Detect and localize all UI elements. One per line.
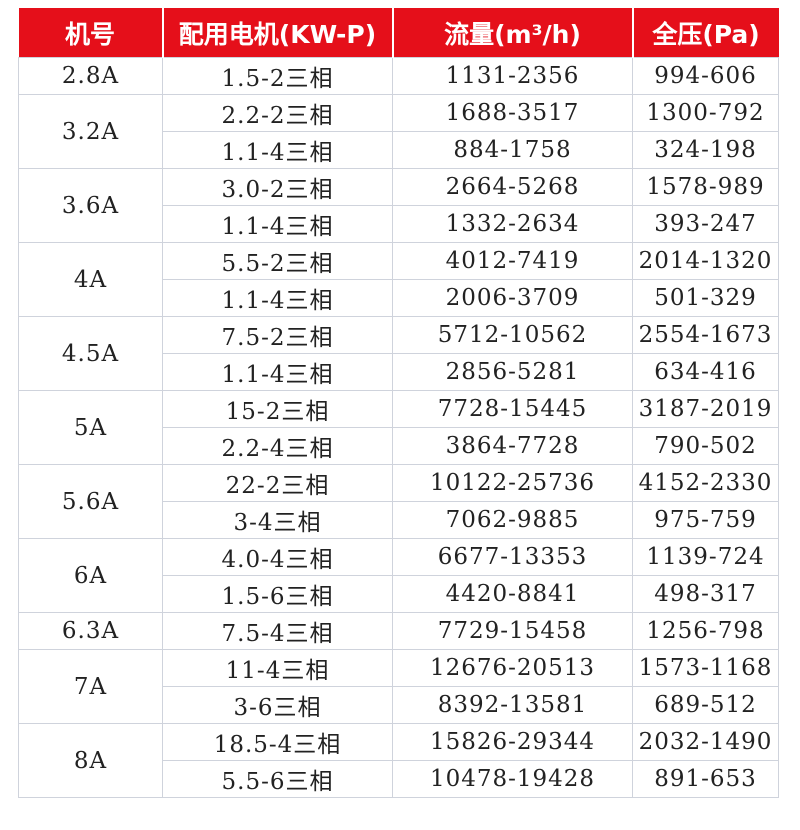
table-row: 2.2-4三相 3864-7728 790-502 bbox=[19, 427, 779, 465]
flow-cell: 7062-9885 bbox=[392, 501, 633, 539]
motor-cell: 5.5-6三相 bbox=[162, 760, 393, 798]
table-body: 2.8A 1.5-2三相 1131-2356 994-606 3.2A 2.2-2三相 16… bbox=[18, 57, 779, 798]
motor-cell: 1.1-4三相 bbox=[162, 279, 393, 317]
model-cell: 2.8A bbox=[18, 57, 163, 95]
header-cell: 机号 bbox=[18, 8, 164, 58]
table-row: 7A 11-4三相 12676-20513 1573-1168 bbox=[18, 649, 779, 724]
table-row: 5.6A 22-2三相 10122-25736 4152-2330 bbox=[18, 464, 779, 539]
flow-cell: 2664-5268 bbox=[392, 168, 633, 206]
table-row: 2.8A 1.5-2三相 1131-2356 994-606 bbox=[18, 57, 779, 95]
model-cell: 3.2A bbox=[18, 94, 163, 169]
pressure-cell: 689-512 bbox=[632, 686, 779, 724]
motor-cell: 4.0-4三相 bbox=[162, 538, 393, 576]
motor-cell: 3-4三相 bbox=[162, 501, 393, 539]
model-cell: 5A bbox=[18, 390, 163, 465]
spec-table: 机号 配用电机(KW-P) 流量(m³/h) 全压(Pa) 2.8A 1.5-2三相 11… bbox=[18, 8, 779, 798]
motor-cell: 2.2-2三相 bbox=[162, 94, 393, 132]
motor-cell: 22-2三相 bbox=[162, 464, 393, 502]
pressure-cell: 2554-1673 bbox=[632, 316, 779, 354]
model-cell: 6.3A bbox=[18, 612, 163, 650]
motor-cell: 3.0-2三相 bbox=[162, 168, 393, 206]
motor-cell: 2.2-4三相 bbox=[162, 427, 393, 465]
table-row: 5.5-6三相 10478-19428 891-653 bbox=[19, 760, 779, 798]
pressure-cell: 2032-1490 bbox=[632, 723, 779, 761]
flow-cell: 1131-2356 bbox=[392, 57, 633, 95]
table-row: 3-4三相 7062-9885 975-759 bbox=[19, 501, 779, 539]
motor-cell: 7.5-4三相 bbox=[162, 612, 393, 650]
model-cell: 3.6A bbox=[18, 168, 163, 243]
table-row: 1.1-4三相 2856-5281 634-416 bbox=[19, 353, 779, 391]
table-row: 8A 18.5-4三相 15826-29344 2032-1490 bbox=[18, 723, 779, 798]
pressure-cell: 634-416 bbox=[632, 353, 779, 391]
table-row: 3.2A 2.2-2三相 1688-3517 1300-792 bbox=[18, 94, 779, 169]
pressure-cell: 790-502 bbox=[632, 427, 779, 465]
flow-cell: 3864-7728 bbox=[392, 427, 633, 465]
flow-cell: 10478-19428 bbox=[392, 760, 633, 798]
pressure-cell: 1300-792 bbox=[632, 94, 779, 132]
flow-cell: 10122-25736 bbox=[392, 464, 633, 502]
pressure-cell: 501-329 bbox=[632, 279, 779, 317]
table-row: 4A 5.5-2三相 4012-7419 2014-1320 bbox=[18, 242, 779, 317]
flow-cell: 5712-10562 bbox=[392, 316, 633, 354]
motor-cell: 18.5-4三相 bbox=[162, 723, 393, 761]
table-row: 5A 15-2三相 7728-15445 3187-2019 bbox=[18, 390, 779, 465]
table-row: 4.5A 7.5-2三相 5712-10562 2554-1673 bbox=[18, 316, 779, 391]
table-row: 3-6三相 8392-13581 689-512 bbox=[19, 686, 779, 724]
table-header: 机号 配用电机(KW-P) 流量(m³/h) 全压(Pa) bbox=[18, 8, 779, 58]
motor-cell: 7.5-2三相 bbox=[162, 316, 393, 354]
flow-cell: 12676-20513 bbox=[392, 649, 633, 687]
table-row: 1.1-4三相 884-1758 324-198 bbox=[19, 131, 779, 169]
header-cell: 配用电机(KW-P) bbox=[162, 8, 394, 58]
pressure-cell: 994-606 bbox=[632, 57, 779, 95]
model-cell: 6A bbox=[18, 538, 163, 613]
motor-cell: 3-6三相 bbox=[162, 686, 393, 724]
table-row: 6A 4.0-4三相 6677-13353 1139-724 bbox=[18, 538, 779, 613]
header-cell: 流量(m³/h) bbox=[392, 8, 634, 58]
table-row: 1.5-6三相 4420-8841 498-317 bbox=[19, 575, 779, 613]
flow-cell: 4012-7419 bbox=[392, 242, 633, 280]
pressure-cell: 2014-1320 bbox=[632, 242, 779, 280]
pressure-cell: 393-247 bbox=[632, 205, 779, 243]
model-cell: 4A bbox=[18, 242, 163, 317]
motor-cell: 1.1-4三相 bbox=[162, 205, 393, 243]
flow-cell: 884-1758 bbox=[392, 131, 633, 169]
flow-cell: 1688-3517 bbox=[392, 94, 633, 132]
motor-cell: 1.1-4三相 bbox=[162, 353, 393, 391]
flow-cell: 2006-3709 bbox=[392, 279, 633, 317]
pressure-cell: 1573-1168 bbox=[632, 649, 779, 687]
model-cell: 8A bbox=[18, 723, 163, 798]
table-row: 6.3A 7.5-4三相 7729-15458 1256-798 bbox=[18, 612, 779, 650]
motor-cell: 1.5-2三相 bbox=[162, 57, 393, 95]
table-row: 3.6A 3.0-2三相 2664-5268 1578-989 bbox=[18, 168, 779, 243]
header-row: 机号 配用电机(KW-P) 流量(m³/h) 全压(Pa) bbox=[18, 8, 779, 58]
motor-cell: 15-2三相 bbox=[162, 390, 393, 428]
pressure-cell: 498-317 bbox=[632, 575, 779, 613]
flow-cell: 6677-13353 bbox=[392, 538, 633, 576]
pressure-cell: 891-653 bbox=[632, 760, 779, 798]
pressure-cell: 1578-989 bbox=[632, 168, 779, 206]
flow-cell: 4420-8841 bbox=[392, 575, 633, 613]
flow-cell: 15826-29344 bbox=[392, 723, 633, 761]
flow-cell: 2856-5281 bbox=[392, 353, 633, 391]
pressure-cell: 3187-2019 bbox=[632, 390, 779, 428]
motor-cell: 5.5-2三相 bbox=[162, 242, 393, 280]
flow-cell: 7729-15458 bbox=[392, 612, 633, 650]
model-cell: 4.5A bbox=[18, 316, 163, 391]
motor-cell: 1.1-4三相 bbox=[162, 131, 393, 169]
header-cell: 全压(Pa) bbox=[632, 8, 779, 58]
flow-cell: 8392-13581 bbox=[392, 686, 633, 724]
motor-cell: 11-4三相 bbox=[162, 649, 393, 687]
pressure-cell: 1139-724 bbox=[632, 538, 779, 576]
pressure-cell: 324-198 bbox=[632, 131, 779, 169]
model-cell: 5.6A bbox=[18, 464, 163, 539]
pressure-cell: 1256-798 bbox=[632, 612, 779, 650]
motor-cell: 1.5-6三相 bbox=[162, 575, 393, 613]
flow-cell: 7728-15445 bbox=[392, 390, 633, 428]
pressure-cell: 4152-2330 bbox=[632, 464, 779, 502]
pressure-cell: 975-759 bbox=[632, 501, 779, 539]
flow-cell: 1332-2634 bbox=[392, 205, 633, 243]
model-cell: 7A bbox=[18, 649, 163, 724]
